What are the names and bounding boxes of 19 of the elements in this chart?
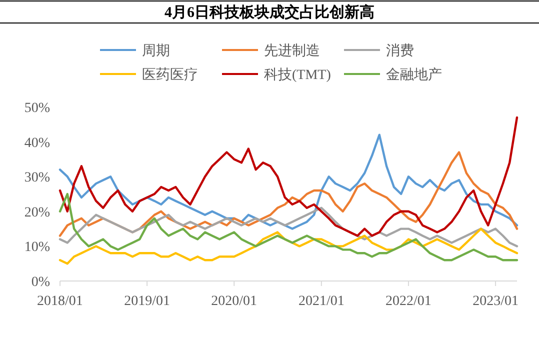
- y-tick-label: 30%: [24, 170, 50, 186]
- y-tick-label: 0%: [31, 275, 50, 290]
- x-tick-label: 2022/01: [386, 294, 432, 309]
- y-tick-label: 10%: [24, 240, 50, 256]
- x-tick-label: 2020/01: [211, 294, 258, 309]
- y-tick-label: 40%: [24, 136, 50, 151]
- legend-label: 金融地产: [386, 67, 442, 83]
- legend-label: 科技(TMT): [264, 67, 332, 83]
- x-tick-label: 2018/01: [37, 294, 83, 309]
- x-tick-label: 2019/01: [124, 294, 170, 309]
- x-tick-label: 2023/01: [472, 294, 518, 309]
- chart-title: 4月6日科技板块成交占比创新高: [164, 3, 374, 21]
- legend-label: 先进制造: [264, 43, 320, 59]
- x-tick-label: 2021/01: [298, 294, 344, 309]
- legend-label: 医药医疗: [142, 67, 198, 83]
- legend-label: 消费: [386, 43, 414, 59]
- y-tick-label: 50%: [24, 101, 50, 116]
- y-tick-label: 20%: [24, 205, 50, 220]
- legend-label: 周期: [142, 43, 170, 59]
